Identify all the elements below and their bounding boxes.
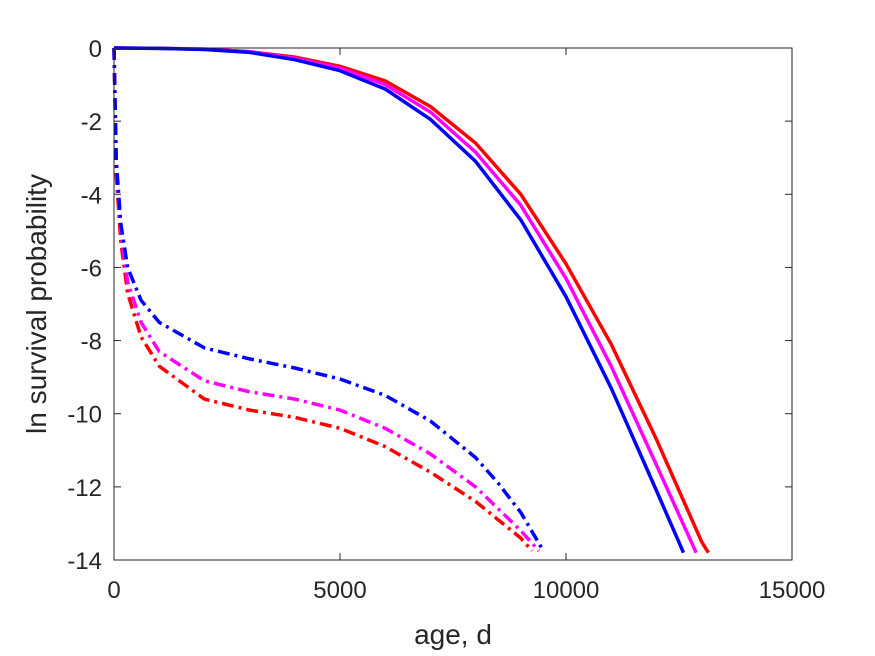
series-layer	[112, 46, 710, 554]
y-tick-label: -10	[67, 402, 102, 429]
x-tick-label: 15000	[759, 577, 826, 604]
y-tick-label: -12	[67, 475, 102, 502]
series-line-3	[113, 46, 686, 554]
y-tick-label: -4	[81, 182, 102, 209]
y-tick-label: -8	[81, 329, 102, 356]
y-tick-label: 0	[89, 36, 102, 63]
plot-frame	[113, 47, 793, 561]
series-line-6	[112, 47, 545, 552]
x-axis-label: age, d	[414, 619, 492, 650]
tick-layer: 0 5000 10000 15000 0 -2 -4 -6 -8 -10 -12 -14	[67, 36, 825, 604]
x-tick-label: 5000	[313, 577, 366, 604]
y-tick-label: -6	[81, 255, 102, 282]
x-tick-label: 0	[107, 577, 120, 604]
y-tick-label: -14	[67, 548, 102, 575]
y-axis-label: ln survival probability	[21, 174, 52, 434]
y-tick-label: -2	[81, 109, 102, 136]
x-tick-label: 10000	[533, 577, 600, 604]
